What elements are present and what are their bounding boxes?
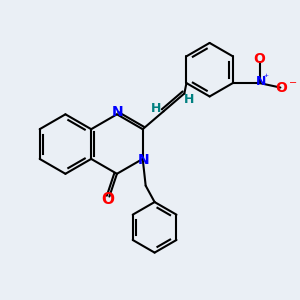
Text: O$^-$: O$^-$ [275, 80, 298, 94]
Text: O: O [254, 52, 266, 66]
Text: N: N [112, 105, 123, 119]
Text: $^+$: $^+$ [262, 73, 269, 82]
Text: N: N [137, 153, 149, 167]
Text: N: N [256, 75, 266, 88]
Text: H: H [184, 93, 194, 106]
Text: H: H [151, 102, 161, 115]
Text: O: O [101, 192, 114, 207]
